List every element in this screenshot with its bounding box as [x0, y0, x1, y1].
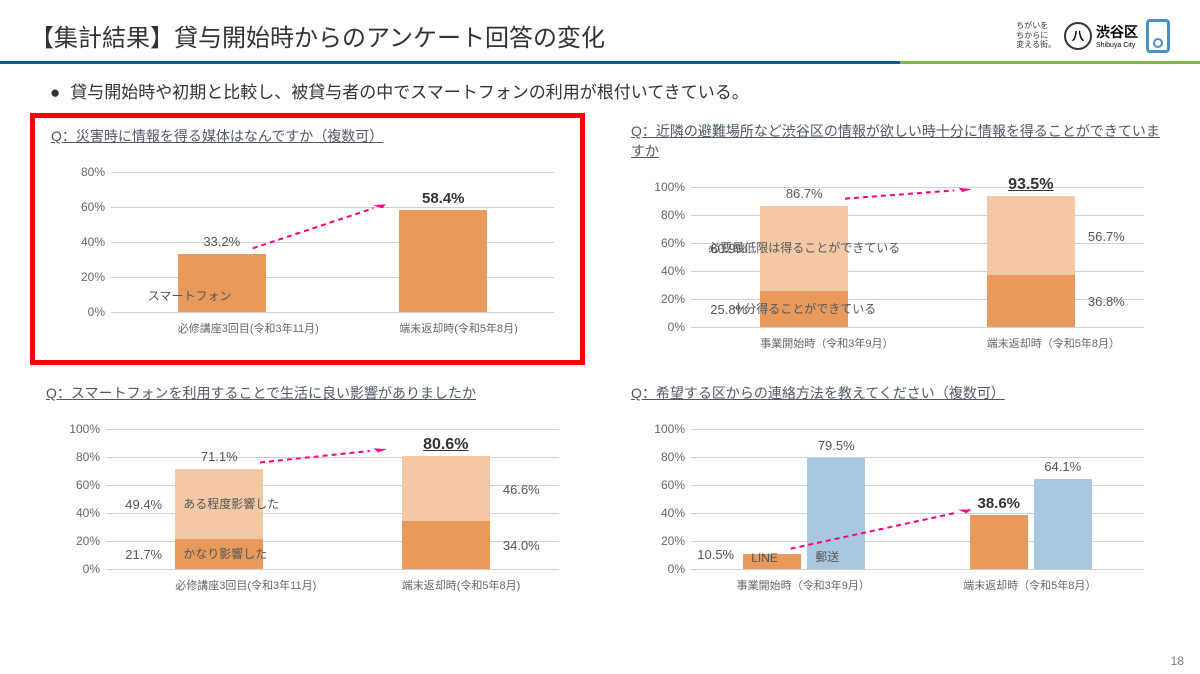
logo-mark-icon: 八	[1064, 22, 1092, 50]
summary-bullet: 貸与開始時や初期と比較し、被貸与者の中でスマートフォンの利用が根付いてきている。	[0, 74, 1200, 107]
chart-question: Q：スマートフォンを利用することで生活に良い影響がありましたか	[36, 383, 579, 403]
tagline: ちがいを ちからに 変える街。	[1016, 21, 1056, 50]
chart-panel-3: Q：スマートフォンを利用することで生活に良い影響がありましたか 0%20%40%6…	[30, 375, 585, 607]
slide-title: 【集計結果】貸与開始時からのアンケート回答の変化	[30, 18, 605, 53]
chart-question: Q：近隣の避難場所など渋谷区の情報が欲しい時十分に情報を得ることができていますか	[621, 121, 1164, 161]
smartphone-icon	[1146, 19, 1170, 53]
shibuya-logo: 八 渋谷区 Shibuya City	[1064, 22, 1138, 50]
city-name-jp: 渋谷区	[1096, 22, 1138, 42]
stacked-bar-chart: 0%20%40%60%80%100%25.8%十分得ることができている60.9%…	[621, 167, 1164, 357]
page-number: 18	[1171, 654, 1184, 668]
header-rule	[0, 61, 1200, 64]
city-name-en: Shibuya City	[1096, 42, 1138, 49]
chart-panel-4: Q：希望する区からの連絡方法を教えてください（複数可） 0%20%40%60%80…	[615, 375, 1170, 607]
chart-panel-1: Q：災害時に情報を得る媒体はなんですか（複数可） 0%20%40%60%80%33…	[30, 113, 585, 365]
grouped-bar-chart: 0%20%40%60%80%100%10.5%LINE79.5%郵送事業開始時（…	[621, 409, 1164, 599]
slide-header: 【集計結果】貸与開始時からのアンケート回答の変化 ちがいを ちからに 変える街。…	[0, 0, 1200, 61]
bar-chart: 0%20%40%60%80%33.2%スマートフォン必修講座3回目(令和3年11…	[41, 152, 574, 342]
chart-question: Q：希望する区からの連絡方法を教えてください（複数可）	[621, 383, 1164, 403]
chart-question: Q：災害時に情報を得る媒体はなんですか（複数可）	[41, 126, 574, 146]
logo-area: ちがいを ちからに 変える街。 八 渋谷区 Shibuya City	[1016, 19, 1170, 53]
chart-panel-2: Q：近隣の避難場所など渋谷区の情報が欲しい時十分に情報を得ることができていますか…	[615, 113, 1170, 365]
stacked-bar-chart: 0%20%40%60%80%100%21.7%かなり影響した49.4%ある程度影…	[36, 409, 579, 599]
chart-grid: Q：災害時に情報を得る媒体はなんですか（複数可） 0%20%40%60%80%33…	[0, 107, 1200, 613]
